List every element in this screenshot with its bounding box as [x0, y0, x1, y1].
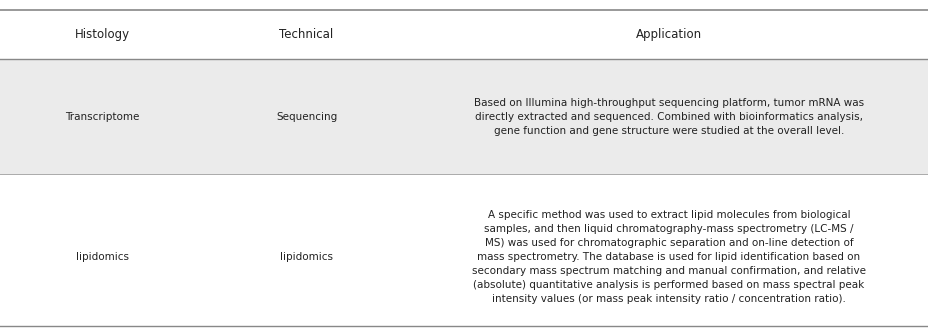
Text: A specific method was used to extract lipid molecules from biological
samples, a: A specific method was used to extract li…	[471, 210, 865, 304]
Text: Transcriptome: Transcriptome	[65, 112, 139, 122]
Bar	[0, 188, 928, 326]
Text: Application: Application	[635, 28, 702, 41]
Text: lipidomics: lipidomics	[279, 252, 333, 262]
Bar	[0, 59, 928, 174]
Text: lipidomics: lipidomics	[75, 252, 129, 262]
Bar	[0, 10, 928, 59]
Text: Technical: Technical	[279, 28, 333, 41]
Text: Sequencing: Sequencing	[276, 112, 337, 122]
Text: Based on Illumina high-throughput sequencing platform, tumor mRNA was
directly e: Based on Illumina high-throughput sequen…	[473, 98, 863, 136]
Text: Histology: Histology	[74, 28, 130, 41]
